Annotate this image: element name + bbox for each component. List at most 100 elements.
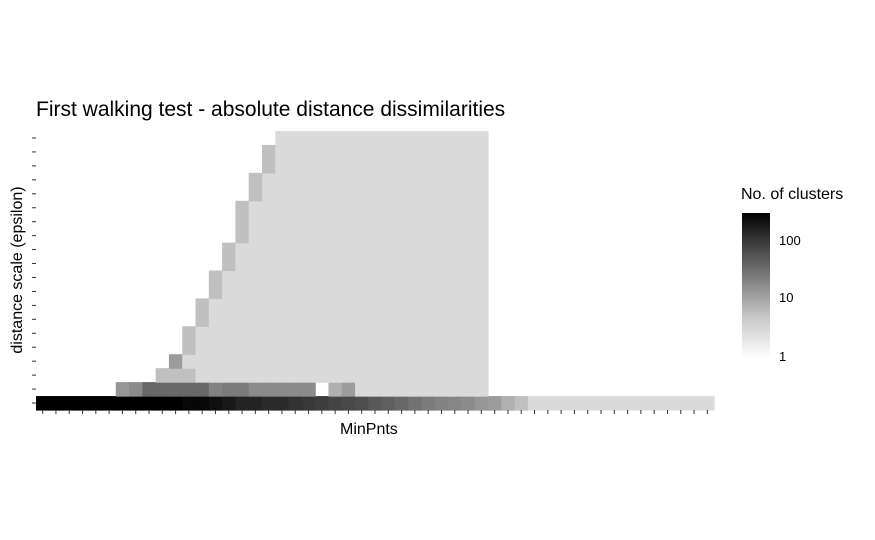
heatmap-cell (301, 172, 316, 188)
heatmap-cell (474, 354, 489, 369)
heatmap-cell (208, 284, 223, 299)
heatmap-cell (222, 326, 237, 341)
heatmap-cell (315, 186, 330, 202)
heatmap-cell (408, 270, 423, 286)
heatmap-cell (301, 382, 316, 397)
heatmap-cell (315, 131, 330, 146)
heatmap-cell (394, 340, 409, 355)
heatmap-cell (275, 186, 290, 202)
heatmap-cell (262, 340, 276, 355)
heatmap-cell (381, 256, 396, 272)
heatmap-cell (235, 228, 250, 244)
heatmap-cell (168, 382, 183, 397)
heatmap-cell (301, 158, 316, 174)
heatmap-cell (434, 396, 449, 411)
heatmap-cell (49, 396, 64, 411)
heatmap-cell (315, 270, 330, 286)
heatmap-cell (461, 200, 476, 216)
heatmap-cell (315, 368, 330, 383)
heatmap-cell (461, 368, 476, 383)
heatmap-cell (434, 368, 449, 383)
heatmap-cell (235, 270, 250, 286)
heatmap-cell (421, 396, 436, 411)
heatmap-cell (235, 200, 250, 216)
heatmap-cell (368, 256, 383, 272)
heatmap-cell (262, 228, 276, 244)
heatmap-cell (687, 396, 702, 411)
heatmap-cell (368, 144, 383, 160)
heatmap-cell (421, 270, 436, 286)
heatmap-cell (394, 158, 409, 174)
heatmap-cell (647, 396, 662, 411)
heatmap-cell (328, 326, 343, 341)
heatmap-cell (222, 382, 237, 397)
heatmap-cell (315, 298, 330, 313)
heatmap-cell (368, 131, 383, 146)
heatmap-cell (368, 242, 383, 258)
heatmap-cell (115, 382, 130, 397)
heatmap-cell (235, 340, 250, 355)
heatmap-cell (275, 382, 290, 397)
heatmap-cell (288, 396, 303, 411)
heatmap-cell (102, 396, 117, 411)
heatmap-cell (448, 396, 463, 411)
heatmap-cell (222, 340, 237, 355)
heatmap-cell (341, 340, 356, 355)
heatmap-cell (288, 256, 303, 272)
heatmap-cell (381, 228, 396, 244)
heatmap-cell (434, 186, 449, 202)
heatmap-cell (235, 326, 250, 341)
heatmap-cell (368, 270, 383, 286)
heatmap-cell (248, 200, 263, 216)
heatmap-cell (408, 200, 423, 216)
heatmap-cell (355, 131, 369, 146)
heatmap-cell (248, 172, 263, 188)
heatmap-cell (288, 340, 303, 355)
heatmap-cell (421, 172, 436, 188)
heatmap-cell (208, 270, 223, 286)
heatmap-cell (474, 382, 489, 397)
heatmap-cell (355, 158, 369, 174)
heatmap-cell (288, 144, 303, 160)
heatmap-cell (288, 228, 303, 244)
heatmap-cell (474, 242, 489, 258)
heatmap-cell (448, 200, 463, 216)
heatmap-cell (275, 270, 290, 286)
heatmap-cell (208, 326, 223, 341)
heatmap-cell (474, 270, 489, 286)
chart-title: First walking test - absolute distance d… (36, 98, 506, 121)
heatmap-cell (182, 396, 197, 411)
heatmap-cell (461, 396, 476, 411)
heatmap-cells (36, 131, 715, 411)
heatmap-cell (288, 326, 303, 341)
heatmap-cell (474, 172, 489, 188)
heatmap-cell (275, 158, 290, 174)
heatmap-cell (262, 396, 276, 411)
heatmap-cell (328, 354, 343, 369)
heatmap-cell (355, 200, 369, 216)
heatmap-cell (355, 326, 369, 341)
heatmap-cell (315, 214, 330, 230)
heatmap-cell (434, 256, 449, 272)
heatmap-cell (341, 144, 356, 160)
heatmap-cell (381, 242, 396, 258)
heatmap-cell (315, 242, 330, 258)
heatmap-cell (129, 396, 143, 411)
heatmap-cell (355, 312, 369, 327)
heatmap-cell (448, 368, 463, 383)
heatmap-cell (168, 368, 183, 383)
heatmap-cell (394, 214, 409, 230)
heatmap-cell (620, 396, 635, 411)
heatmap-cell (355, 340, 369, 355)
heatmap-cell (262, 270, 276, 286)
heatmap-cell (474, 396, 489, 411)
heatmap-cell (394, 396, 409, 411)
heatmap-cell (315, 256, 330, 272)
heatmap-cell (262, 368, 276, 383)
heatmap-cell (381, 200, 396, 216)
heatmap-cell (674, 396, 689, 411)
heatmap-cell (461, 270, 476, 286)
heatmap-cell (434, 312, 449, 327)
heatmap-cell (394, 354, 409, 369)
heatmap-cell (474, 214, 489, 230)
